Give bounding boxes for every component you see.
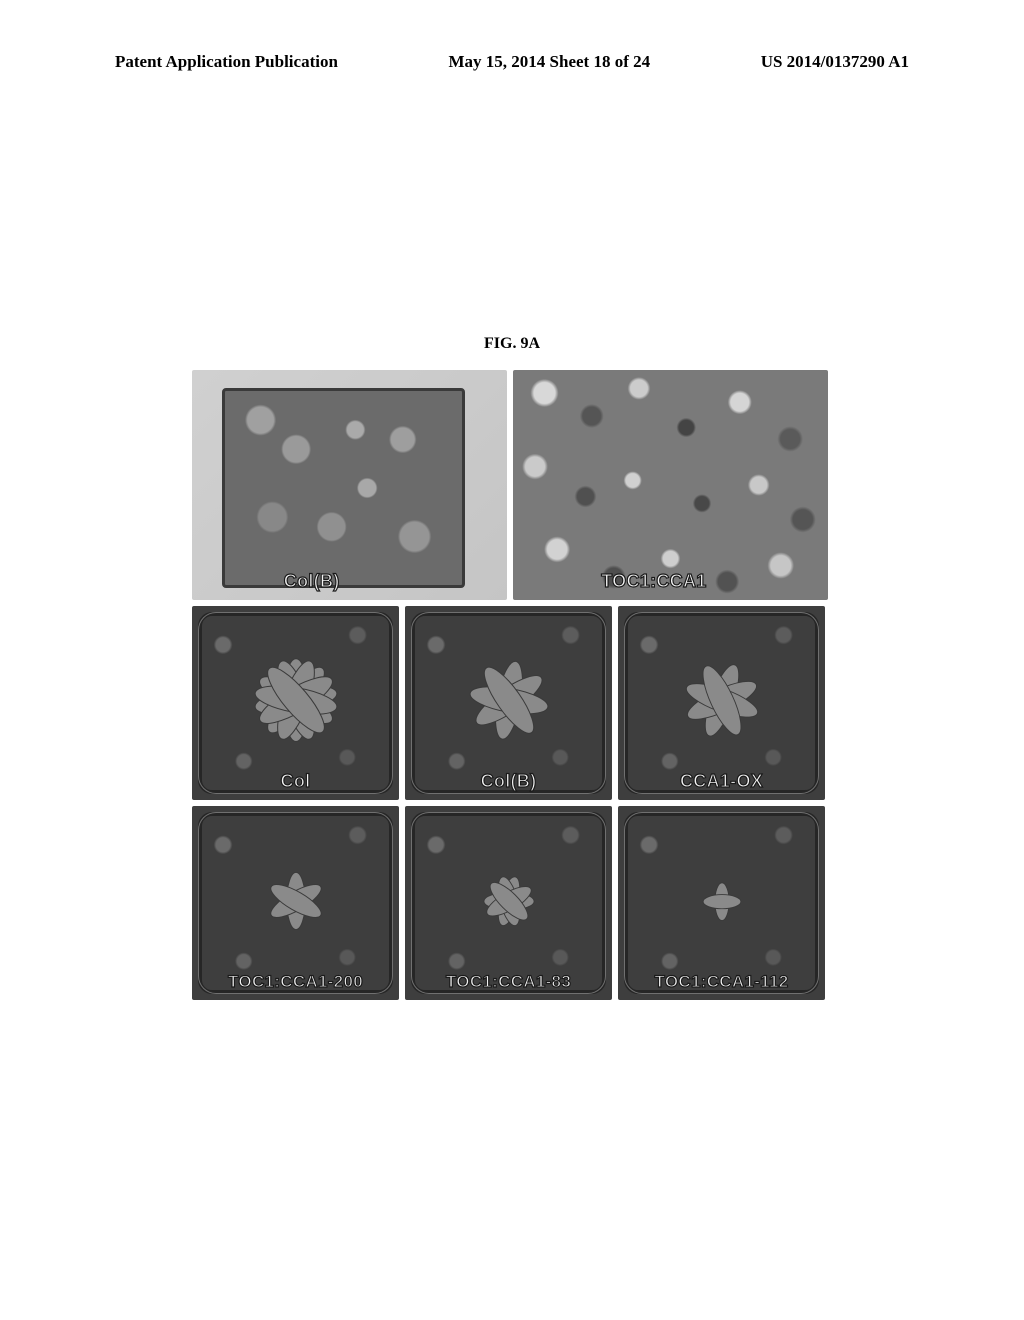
figure-row-1: Col(B) TOC1:CCA1 (192, 370, 832, 600)
panel-col: Col (192, 606, 399, 800)
header-center: May 15, 2014 Sheet 18 of 24 (449, 52, 651, 72)
panel-bg (513, 370, 828, 600)
plant-icon (246, 851, 346, 951)
figure-9a: Col(B) TOC1:CCA1 (192, 370, 832, 1006)
plant-icon (223, 628, 368, 773)
panel-cca1-ox: CCA1-OX (618, 606, 825, 800)
header-left: Patent Application Publication (115, 52, 338, 72)
plant-icon (440, 631, 578, 769)
panel-col-b: Col(B) (405, 606, 612, 800)
panel-caption: TOC1:CCA1 (601, 571, 706, 592)
header-right: US 2014/0137290 A1 (761, 52, 909, 72)
panel-caption: Col(B) (284, 571, 340, 592)
panel-col-b-top: Col(B) (192, 370, 507, 600)
panel-toc1-cca1-83: TOC1:CCA1-83 (405, 806, 612, 1000)
figure-label: FIG. 9A (484, 335, 540, 353)
panel-caption: TOC1:CCA1-83 (446, 972, 571, 992)
panel-toc1-cca1-200: TOC1:CCA1-200 (192, 806, 399, 1000)
page-header: Patent Application Publication May 15, 2… (0, 52, 1024, 72)
panel-caption: TOC1:CCA1-112 (655, 972, 789, 992)
figure-row-3: TOC1:CCA1-200 TOC1:CCA1-83 (192, 806, 832, 1000)
plant-icon (689, 869, 755, 935)
panel-caption: TOC1:CCA1-200 (228, 972, 363, 992)
panel-toc1-cca1-top: TOC1:CCA1 (513, 370, 828, 600)
panel-caption: CCA1-OX (680, 771, 763, 792)
panel-toc1-cca1-112: TOC1:CCA1-112 (618, 806, 825, 1000)
panel-caption: Col(B) (481, 771, 537, 792)
panel-caption: Col (281, 771, 311, 792)
figure-row-2: Col Col(B) (192, 606, 832, 800)
plant-icon (656, 634, 788, 766)
plant-icon (465, 857, 553, 945)
pot-icon (222, 388, 465, 588)
